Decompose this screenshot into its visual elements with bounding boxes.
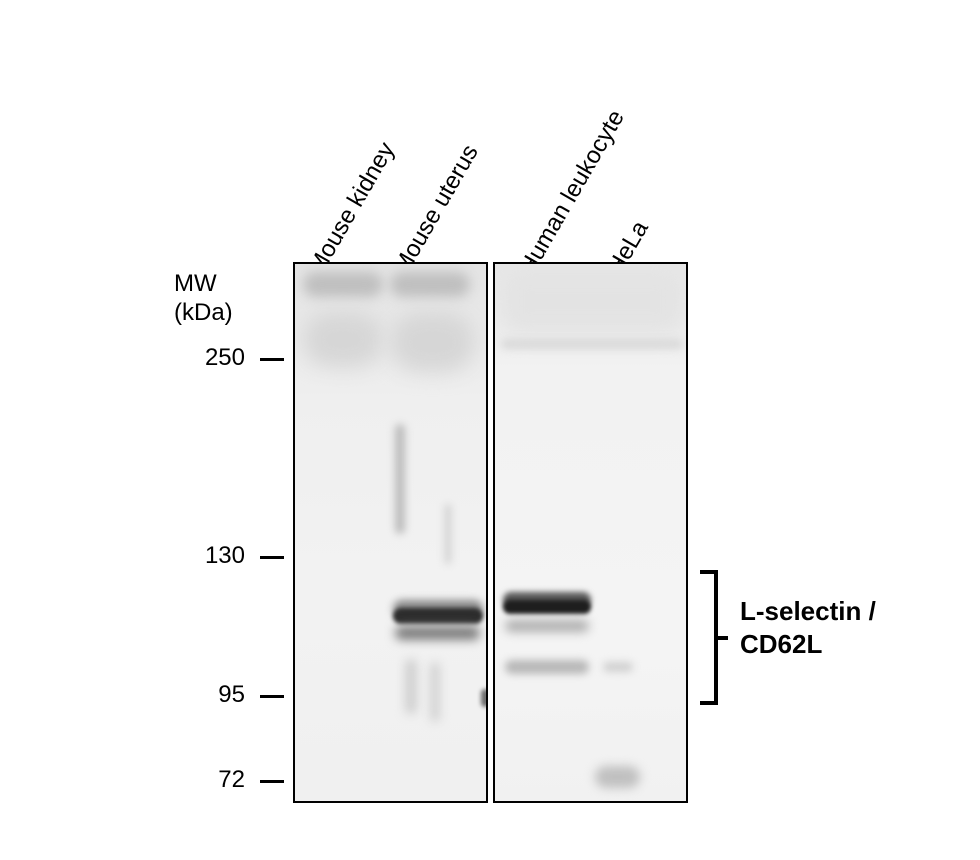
annotation-label: L-selectin / CD62L [740,595,876,660]
band [390,312,475,372]
marker-tick-72 [260,780,284,783]
band [505,620,589,632]
marker-250: 250 [185,344,245,372]
band-main-right [503,600,591,614]
band [500,269,685,334]
blot-panel-left [293,262,488,803]
band [505,660,589,674]
band [603,662,633,672]
band [445,504,451,564]
band [481,689,488,707]
band [430,662,440,722]
marker-tick-250 [260,358,284,361]
annotation-line2: CD62L [740,629,822,659]
mw-unit-label: MW (kDa) [174,270,233,328]
band [595,766,640,788]
mw-line1: MW [174,270,217,297]
annotation-bracket [700,570,726,705]
marker-tick-95 [260,695,284,698]
band [303,272,383,297]
mw-line2: (kDa) [174,299,233,326]
lane-label-mouse-kidney: Mouse kidney [303,138,401,280]
band-main-left [393,608,483,624]
band [395,424,405,534]
blot-panel-right [493,262,688,803]
marker-95: 95 [185,681,245,709]
band [303,312,383,367]
annotation-line1: L-selectin / [740,596,876,626]
marker-72: 72 [185,766,245,794]
band [395,626,480,640]
band [390,272,470,297]
marker-tick-130 [260,556,284,559]
band [405,659,417,714]
band [501,339,683,349]
marker-130: 130 [185,542,245,570]
bracket-bottom-arm [700,701,718,705]
lane-label-mouse-uterus: Mouse uterus [388,140,485,280]
bracket-mid-arm [718,636,728,640]
